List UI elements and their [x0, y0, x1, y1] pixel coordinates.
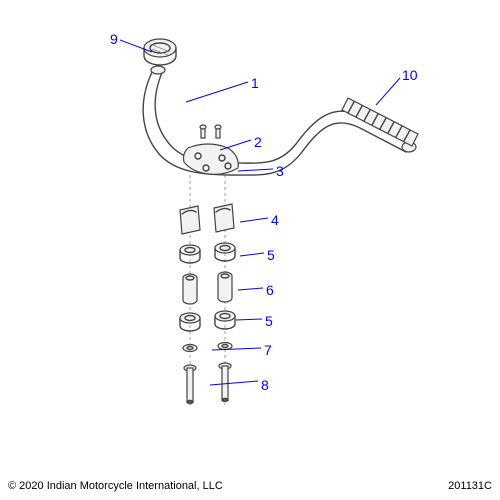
callout-2: 2 — [254, 135, 262, 149]
part-5-bushings-upper — [180, 243, 235, 263]
copyright-text: © 2020 Indian Motorcycle International, … — [8, 480, 223, 492]
leader-line — [376, 78, 400, 105]
part-2-3-clamp-plate — [184, 125, 239, 174]
part-6-spacers — [183, 272, 232, 304]
parts-svg — [0, 0, 500, 500]
callout-6: 6 — [266, 283, 274, 297]
part-8-bolts — [184, 363, 231, 404]
leader-line — [210, 381, 258, 385]
leader-line — [240, 218, 268, 222]
leader-line — [238, 288, 263, 290]
part-5-bushings-lower — [180, 311, 235, 331]
callout-4: 4 — [271, 213, 279, 227]
part-9-end-cap — [144, 39, 176, 65]
callout-10: 10 — [402, 68, 418, 82]
diagram-canvas — [0, 0, 500, 500]
part-4-riser-blocks — [180, 204, 234, 234]
leader-line — [240, 253, 264, 256]
leader-lines — [120, 40, 400, 385]
callout-9: 9 — [110, 32, 118, 46]
leader-line — [186, 82, 248, 102]
callout-5: 5 — [267, 248, 275, 262]
leader-line — [236, 319, 262, 320]
leader-line — [220, 140, 251, 150]
callout-5: 5 — [265, 314, 273, 328]
callout-8: 8 — [261, 378, 269, 392]
callout-3: 3 — [276, 164, 284, 178]
leader-line — [238, 169, 273, 171]
callout-1: 1 — [251, 76, 259, 90]
diagram-id: 201131C — [448, 480, 492, 492]
callout-7: 7 — [264, 343, 272, 357]
